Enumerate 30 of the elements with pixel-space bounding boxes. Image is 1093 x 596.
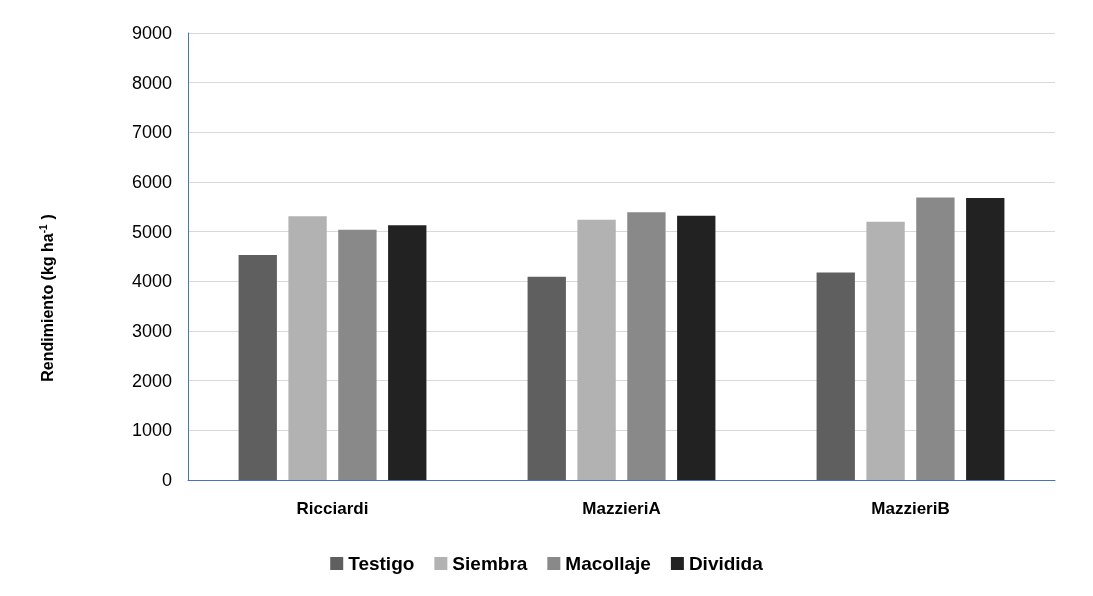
y-tick-label: 9000 — [131, 23, 172, 43]
y-tick-label: 0 — [161, 470, 172, 490]
legend-label: Dividida — [688, 553, 764, 574]
y-tick-label: 8000 — [131, 72, 172, 93]
bar — [866, 221, 905, 480]
x-tick-label: Ricciardi — [296, 499, 369, 518]
bar — [627, 212, 666, 480]
y-tick-label: 4000 — [131, 271, 172, 292]
y-tick-label: 1000 — [131, 420, 172, 441]
y-tick-label: 5000 — [131, 221, 172, 242]
legend-label: Siembra — [452, 553, 528, 574]
y-tick-label: 6000 — [131, 172, 172, 192]
x-tick-label: MazzieriB — [871, 499, 950, 518]
bar — [677, 215, 716, 480]
bar — [388, 225, 427, 480]
bar — [288, 216, 327, 480]
bar — [338, 229, 377, 480]
bar — [577, 219, 616, 480]
bar — [238, 255, 277, 480]
y-axis-title: Rendimiento (kg ha-1) — [37, 214, 56, 382]
y-tick-label: 2000 — [131, 370, 172, 391]
y-tick-label: 7000 — [131, 122, 172, 143]
bar — [966, 197, 1005, 480]
x-tick-label: MazzieriA — [582, 499, 661, 518]
y-tick-label: 3000 — [131, 321, 172, 341]
bar — [916, 197, 955, 480]
bar — [816, 272, 855, 480]
legend-label: Macollaje — [565, 553, 651, 574]
bar — [527, 276, 566, 480]
legend-label: Testigo — [348, 553, 415, 574]
